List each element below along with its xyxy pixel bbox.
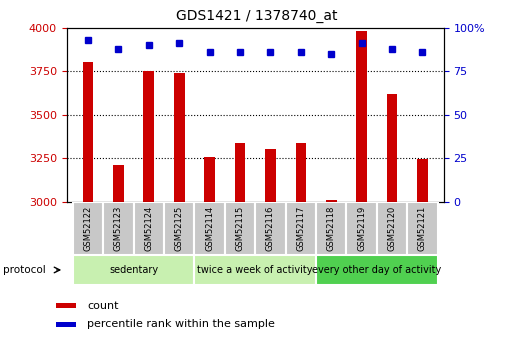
- Bar: [255, 202, 286, 255]
- Bar: [357, 31, 367, 202]
- Bar: [316, 202, 346, 255]
- Bar: [174, 73, 185, 202]
- Bar: [387, 94, 398, 202]
- Text: GDS1421 / 1378740_at: GDS1421 / 1378740_at: [176, 9, 337, 23]
- Bar: [295, 144, 306, 202]
- Bar: [377, 202, 407, 255]
- Bar: [103, 202, 133, 255]
- Text: GSM52125: GSM52125: [175, 206, 184, 251]
- Bar: [286, 202, 316, 255]
- Bar: [73, 255, 194, 285]
- Text: protocol: protocol: [3, 265, 45, 275]
- Text: GSM52119: GSM52119: [357, 206, 366, 251]
- Text: GSM52118: GSM52118: [327, 206, 336, 251]
- Bar: [326, 200, 337, 202]
- Bar: [225, 202, 255, 255]
- Bar: [407, 202, 438, 255]
- Text: percentile rank within the sample: percentile rank within the sample: [87, 319, 275, 329]
- Bar: [83, 62, 93, 202]
- Bar: [73, 202, 103, 255]
- Text: GSM52122: GSM52122: [84, 206, 92, 251]
- Text: GSM52115: GSM52115: [235, 206, 245, 251]
- Text: every other day of activity: every other day of activity: [312, 265, 442, 275]
- Bar: [133, 202, 164, 255]
- Bar: [56, 303, 76, 308]
- Text: count: count: [87, 300, 119, 310]
- Text: GSM52123: GSM52123: [114, 206, 123, 251]
- Bar: [265, 149, 276, 202]
- Text: GSM52124: GSM52124: [144, 206, 153, 251]
- Bar: [144, 71, 154, 202]
- Bar: [234, 142, 245, 202]
- Bar: [164, 202, 194, 255]
- Bar: [194, 202, 225, 255]
- Text: GSM52114: GSM52114: [205, 206, 214, 251]
- Text: twice a week of activity: twice a week of activity: [198, 265, 313, 275]
- Bar: [346, 202, 377, 255]
- Bar: [194, 255, 316, 285]
- Bar: [113, 165, 124, 202]
- Text: GSM52121: GSM52121: [418, 206, 427, 251]
- Bar: [56, 322, 76, 327]
- Text: sedentary: sedentary: [109, 265, 158, 275]
- Text: GSM52117: GSM52117: [297, 206, 305, 251]
- Text: GSM52120: GSM52120: [387, 206, 397, 251]
- Text: GSM52116: GSM52116: [266, 206, 275, 251]
- Bar: [316, 255, 438, 285]
- Bar: [417, 159, 428, 202]
- Bar: [204, 157, 215, 202]
